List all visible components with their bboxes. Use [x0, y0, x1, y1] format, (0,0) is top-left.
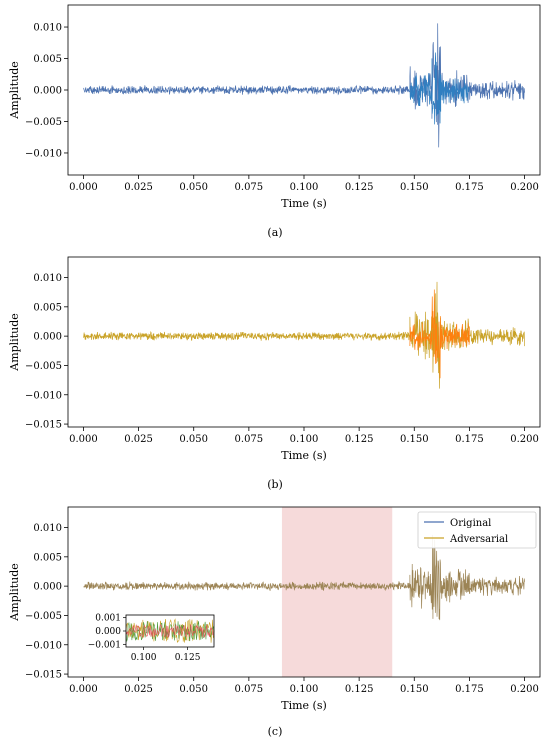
panel-b-caption: (b) — [267, 478, 283, 491]
x-tick-label: 0.025 — [124, 434, 153, 445]
x-tick-label: 0.200 — [510, 684, 539, 695]
x-tick-label: 0.150 — [400, 434, 429, 445]
y-tick-label: 0.000 — [33, 86, 62, 97]
panel-b-yticks: −0.015 −0.010 −0.005 0.000 0.005 0.010 — [25, 273, 68, 431]
panel-c-inset: 0.100 0.125 0.001 0.000 −0.001 — [88, 614, 215, 663]
x-tick-label: 0.100 — [290, 684, 319, 695]
panel-b-xlabel: Time (s) — [281, 449, 327, 462]
y-tick-label: −0.005 — [25, 611, 62, 622]
panel-c-ylabel: Amplitude — [8, 563, 21, 622]
x-tick-label: 0.050 — [179, 434, 208, 445]
panel-b-xticks: 0.000 0.025 0.050 0.075 0.100 0.125 0.150 0.175… — [69, 427, 539, 445]
x-tick-label: 0.200 — [510, 182, 539, 193]
panel-b-ylabel: Amplitude — [8, 313, 21, 372]
x-tick-label: 0.075 — [235, 182, 264, 193]
y-tick-label: −0.015 — [25, 670, 62, 681]
x-tick-label: 0.100 — [290, 434, 319, 445]
panel-a-caption: (a) — [267, 226, 282, 239]
x-tick-label: 0.175 — [455, 182, 484, 193]
y-tick-label: −0.005 — [25, 361, 62, 372]
y-tick-label: −0.010 — [25, 640, 62, 651]
legend-label-adversarial: Adversarial — [449, 534, 508, 545]
x-tick-label: 0.075 — [235, 684, 264, 695]
x-tick-label: 0.000 — [69, 434, 98, 445]
x-tick-label: 0.125 — [345, 182, 374, 193]
x-tick-label: 0.200 — [510, 434, 539, 445]
x-tick-label: 0.075 — [235, 434, 264, 445]
y-tick-label: −0.010 — [25, 148, 62, 159]
inset-series — [125, 618, 215, 644]
y-tick-label: 0.010 — [33, 23, 62, 34]
panel-a-ylabel: Amplitude — [8, 61, 21, 120]
x-tick-label: 0.050 — [179, 182, 208, 193]
x-tick-label: 0.125 — [345, 684, 374, 695]
inset-xticks: 0.100 0.125 — [131, 647, 201, 663]
inset-x-tick-label: 0.100 — [131, 653, 157, 663]
panel-a-yticks: −0.010 −0.005 0.000 0.005 0.010 — [25, 23, 68, 159]
inset-y-tick-label: 0.000 — [95, 627, 121, 637]
inset-y-tick-label: 0.001 — [95, 614, 121, 624]
y-tick-label: −0.015 — [25, 420, 62, 431]
panel-b-series — [83, 281, 525, 389]
panel-a-xticks: 0.000 0.025 0.050 0.075 0.100 0.125 0.150 0.175… — [69, 175, 539, 193]
y-tick-label: 0.010 — [33, 273, 62, 284]
inset-x-tick-label: 0.125 — [175, 653, 201, 663]
panel-c-xlabel: Time (s) — [281, 699, 327, 712]
inset-y-tick-label: −0.001 — [88, 640, 121, 650]
panel-c-legend: Original Adversarial — [417, 511, 537, 549]
inset-series-line-3 — [125, 624, 215, 638]
panel-c-shaded-region — [281, 507, 393, 677]
y-tick-label: 0.000 — [33, 332, 62, 343]
inset-yticks: 0.001 0.000 −0.001 — [88, 614, 126, 650]
x-tick-label: 0.025 — [124, 684, 153, 695]
y-tick-label: −0.005 — [25, 117, 62, 128]
legend-label-original: Original — [450, 518, 491, 529]
x-tick-label: 0.000 — [69, 684, 98, 695]
y-tick-label: 0.000 — [33, 582, 62, 593]
panel-b: 0.000 0.025 0.050 0.075 0.100 0.125 0.150 0.175… — [8, 256, 541, 491]
x-tick-label: 0.000 — [69, 182, 98, 193]
panel-c-yticks: −0.015 −0.010 −0.005 0.000 0.005 0.010 — [25, 523, 68, 681]
y-tick-label: 0.005 — [33, 54, 62, 65]
x-tick-label: 0.050 — [179, 684, 208, 695]
panel-a: 0.000 0.025 0.050 0.075 0.100 0.125 0.150 0.175… — [8, 4, 541, 239]
y-tick-label: 0.005 — [33, 302, 62, 313]
y-tick-label: 0.005 — [33, 552, 62, 563]
inset-series-line-2 — [125, 621, 215, 642]
panel-c-caption: (c) — [268, 725, 283, 738]
y-tick-label: 0.010 — [33, 523, 62, 534]
x-tick-label: 0.175 — [455, 434, 484, 445]
x-tick-label: 0.025 — [124, 182, 153, 193]
panel-c-series — [83, 534, 525, 621]
inset-series-line-1 — [125, 618, 215, 644]
x-tick-label: 0.125 — [345, 434, 374, 445]
x-tick-label: 0.150 — [400, 684, 429, 695]
series-line-2 — [409, 289, 470, 379]
x-tick-label: 0.150 — [400, 182, 429, 193]
x-tick-label: 0.175 — [455, 684, 484, 695]
panel-c: 0.000 0.025 0.050 0.075 0.100 0.125 0.150 0.175… — [8, 506, 541, 738]
series-line-1 — [83, 23, 525, 148]
series-line-2 — [409, 52, 470, 125]
legend-box — [417, 511, 537, 549]
panel-a-xlabel: Time (s) — [281, 197, 327, 210]
y-tick-label: −0.010 — [25, 390, 62, 401]
panel-a-series — [83, 23, 525, 148]
x-tick-label: 0.100 — [290, 182, 319, 193]
series-line-1 — [83, 534, 525, 621]
panel-c-xticks: 0.000 0.025 0.050 0.075 0.100 0.125 0.150 0.175… — [69, 677, 539, 695]
